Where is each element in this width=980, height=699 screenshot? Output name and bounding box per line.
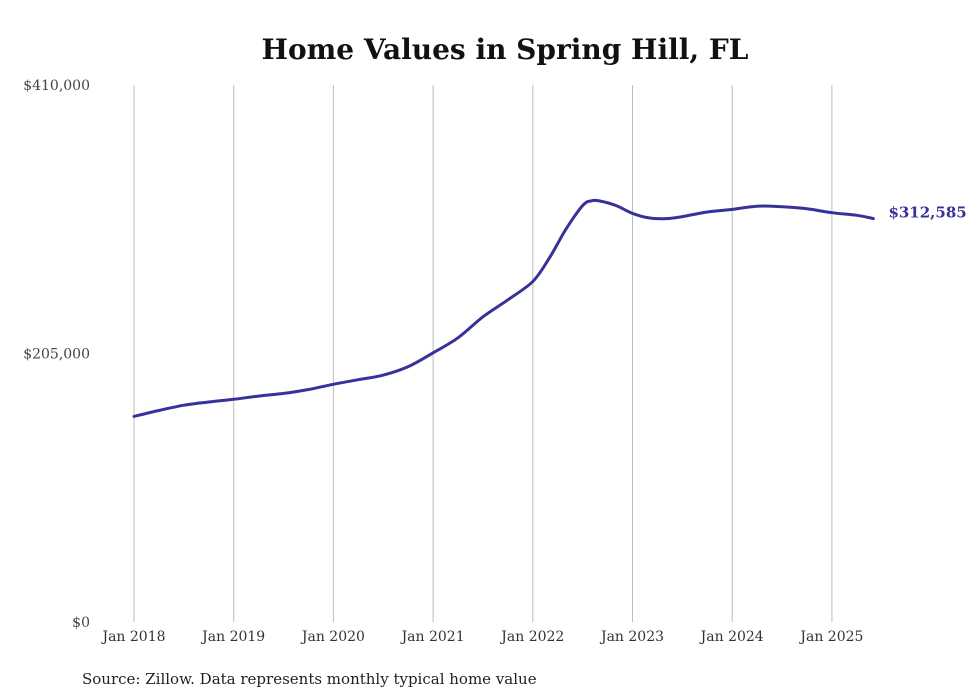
x-tick-label: Jan 2021 bbox=[400, 629, 465, 645]
x-axis: Jan 2018 Jan 2019 Jan 2020 Jan 2021 Jan 2022… bbox=[100, 629, 863, 645]
x-tick-label: Jan 2024 bbox=[699, 629, 764, 645]
y-tick-label: $205,000 bbox=[23, 347, 90, 363]
x-tick-label: Jan 2020 bbox=[300, 629, 365, 645]
chart-title: Home Values in Spring Hill, FL bbox=[262, 33, 749, 66]
y-axis: $0 $205,000 $410,000 bbox=[23, 78, 90, 631]
x-tick-label: Jan 2023 bbox=[599, 629, 664, 645]
series-layer: $312,585 bbox=[132, 198, 967, 418]
series-line bbox=[132, 198, 875, 418]
x-tick-label: Jan 2022 bbox=[499, 629, 564, 645]
x-tick-label: Jan 2025 bbox=[798, 629, 863, 645]
source-note: Source: Zillow. Data represents monthly … bbox=[82, 670, 537, 688]
y-tick-label: $410,000 bbox=[23, 78, 90, 94]
end-value-label: $312,585 bbox=[888, 204, 966, 222]
x-tick-label: Jan 2019 bbox=[200, 629, 265, 645]
gridlines bbox=[133, 85, 833, 622]
y-tick-label: $0 bbox=[72, 615, 90, 631]
x-tick-label: Jan 2018 bbox=[100, 629, 165, 645]
